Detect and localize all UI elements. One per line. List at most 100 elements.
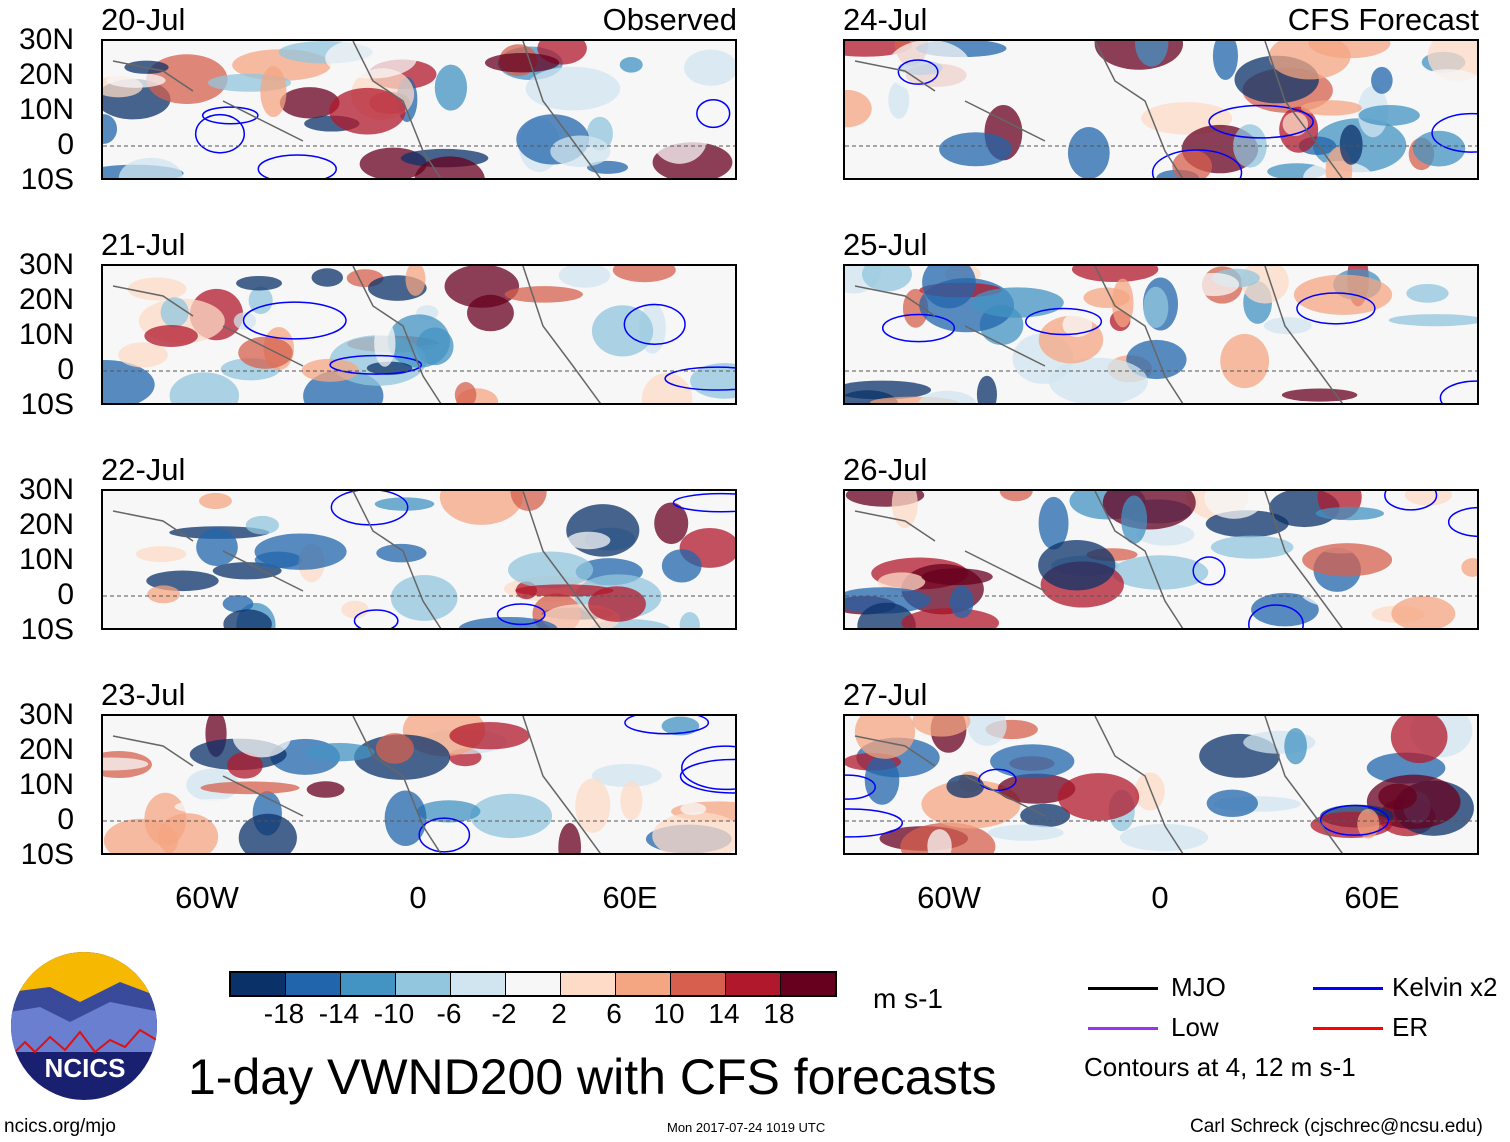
- wind-anomaly-blob: [1406, 283, 1449, 303]
- lat-label: 20N: [18, 283, 74, 316]
- wind-anomaly-blob: [200, 781, 300, 795]
- wind-anomaly-blob: [1461, 558, 1477, 577]
- lon-label: 0: [409, 880, 427, 915]
- kelvin-contour: [897, 59, 939, 85]
- kelvin-contour: [696, 98, 731, 129]
- wind-anomaly-blob: [260, 66, 287, 118]
- wind-anomaly-blob: [1282, 112, 1309, 137]
- map-panel: [843, 489, 1479, 630]
- footer-author: Carl Schreck (cjschrec@ncsu.edu): [1190, 1116, 1483, 1137]
- wind-anomaly-blob: [651, 109, 708, 164]
- panel-date: 26-Jul: [843, 452, 928, 487]
- kelvin-contour: [881, 313, 956, 343]
- wind-anomaly-blob: [1102, 491, 1196, 530]
- lat-label: 0: [57, 128, 74, 161]
- footer-url[interactable]: ncics.org/mjo: [4, 1116, 116, 1137]
- wind-anomaly-blob: [439, 491, 523, 525]
- wind-anomaly-blob: [1339, 124, 1363, 165]
- wind-anomaly-blob: [971, 287, 1064, 318]
- wind-anomaly-blob: [1038, 539, 1116, 591]
- wind-anomaly-blob: [232, 716, 291, 758]
- wind-anomaly-blob: [999, 491, 1033, 502]
- wind-anomaly-blob: [1083, 287, 1130, 308]
- lat-label: 30N: [18, 23, 74, 56]
- colorbar-tick: -18: [263, 998, 305, 1029]
- map-panel: [101, 489, 737, 630]
- wind-anomaly-blob: [118, 342, 168, 368]
- wind-anomaly-blob: [507, 551, 594, 589]
- wind-anomaly-blob: [1220, 334, 1270, 389]
- wind-anomaly-blob: [1302, 543, 1393, 577]
- panel-date: 23-Jul: [101, 677, 186, 712]
- wind-anomaly-blob: [1357, 808, 1380, 839]
- wind-anomaly-blob: [304, 743, 375, 762]
- wind-anomaly-blob: [949, 585, 974, 619]
- lat-label: 0: [57, 578, 74, 611]
- wind-anomaly-blob: [103, 757, 149, 771]
- wind-anomaly-blob: [136, 546, 187, 563]
- wind-anomaly-blob: [1293, 274, 1393, 315]
- kelvin-contour: [845, 774, 876, 800]
- colorbar-units: m s-1: [873, 983, 943, 1014]
- wind-anomaly-blob: [1371, 66, 1393, 94]
- wind-anomaly-blob: [939, 132, 1013, 167]
- lon-label: 60W: [175, 880, 239, 915]
- kelvin-contour: [1384, 491, 1438, 511]
- colorbar-swatch: [561, 973, 616, 995]
- wind-anomaly-blob: [887, 41, 971, 94]
- wind-anomaly-blob: [591, 305, 654, 357]
- legend-kelvin: Kelvin x2: [1392, 972, 1498, 1002]
- wind-anomaly-blob: [222, 595, 254, 613]
- wind-anomaly-blob: [199, 492, 232, 510]
- wind-anomaly-blob: [1134, 772, 1165, 811]
- kelvin-contour: [624, 716, 710, 735]
- wind-anomaly-blob: [504, 286, 583, 303]
- colorbar-swatch: [341, 973, 396, 995]
- wind-anomaly-blob: [103, 818, 179, 853]
- colorbar-tick: 14: [708, 998, 740, 1029]
- legend-low-line: [1088, 1027, 1158, 1030]
- wind-anomaly-blob: [103, 114, 118, 144]
- wind-anomaly-blob: [1281, 388, 1358, 402]
- coastline: [854, 716, 1344, 853]
- wind-anomaly-blob: [1378, 783, 1417, 810]
- map-panel: [101, 264, 737, 405]
- wind-anomaly-blob: [118, 157, 184, 178]
- wind-anomaly-blob: [160, 297, 189, 328]
- lat-label: 10S: [20, 838, 74, 871]
- wind-anomaly-blob: [374, 497, 435, 511]
- wind-anomaly-blob: [510, 491, 547, 512]
- legend-er-line: [1313, 1027, 1383, 1030]
- lat-label: 10N: [18, 318, 74, 351]
- wind-anomaly-blob: [620, 781, 643, 821]
- wind-anomaly-blob: [591, 763, 662, 788]
- wind-anomaly-blob: [1143, 286, 1169, 329]
- colorbar-swatch: [616, 973, 671, 995]
- ncics-logo: NCICS: [11, 952, 157, 1100]
- colorbar-swatch: [506, 973, 561, 995]
- wind-anomaly-blob: [1404, 491, 1453, 506]
- wind-anomaly-blob: [1210, 535, 1294, 559]
- lon-label: 60E: [602, 880, 658, 915]
- wind-anomaly-blob: [588, 586, 646, 622]
- wind-anomaly-blob: [306, 781, 345, 798]
- wind-anomaly-blob: [1388, 314, 1477, 327]
- wind-anomaly-blob: [374, 320, 396, 367]
- colorbar-tick: -10: [373, 998, 415, 1029]
- wind-anomaly-blob: [654, 502, 689, 545]
- lat-label: 20N: [18, 508, 74, 541]
- wind-anomaly-blob: [918, 390, 977, 403]
- wind-anomaly-blob: [680, 802, 707, 816]
- map-panel: [843, 264, 1479, 405]
- wind-anomaly-blob: [1048, 357, 1148, 403]
- wind-anomaly-blob: [416, 800, 481, 823]
- wind-anomaly-blob: [238, 813, 297, 853]
- colorbar-tick: 10: [653, 998, 685, 1029]
- wind-anomaly-blob: [854, 716, 916, 759]
- wind-anomaly-blob: [1212, 41, 1238, 80]
- legend-er: ER: [1392, 1012, 1429, 1042]
- wind-anomaly-blob: [174, 798, 270, 815]
- wind-anomaly-blob: [857, 602, 916, 628]
- wind-anomaly-blob: [1284, 727, 1307, 765]
- kelvin-contour: [664, 366, 735, 391]
